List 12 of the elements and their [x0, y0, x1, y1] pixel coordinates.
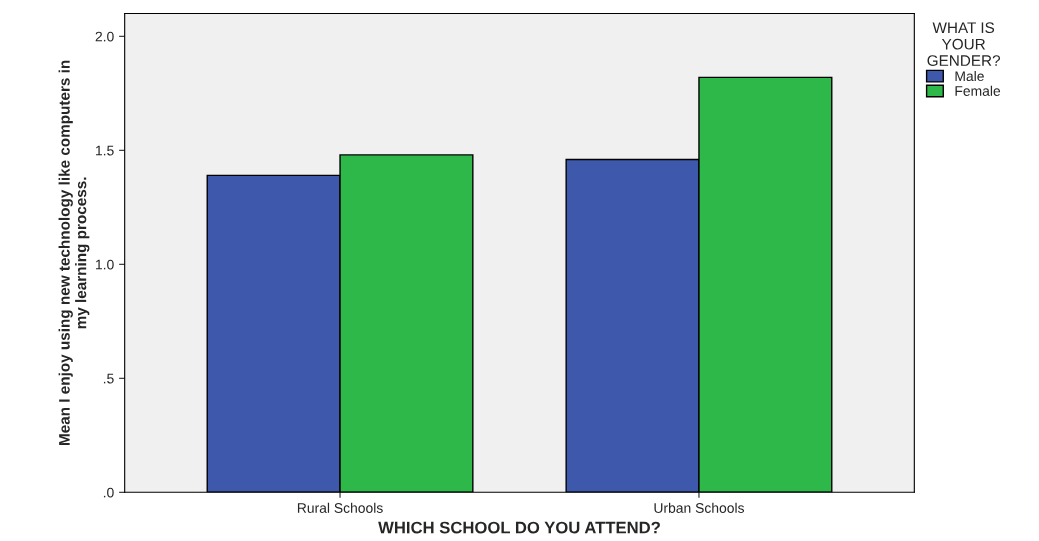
legend-label: Male [955, 70, 984, 82]
y-tick-label: 1.0 [96, 259, 114, 270]
legend-title: WHAT IS YOUR GENDER? [927, 22, 1001, 66]
x-tick-label: Rural Schools [297, 502, 383, 513]
y-tick-label: 1.5 [96, 145, 114, 156]
legend-label: Female [955, 85, 1001, 96]
y-tick-label: .5 [103, 373, 114, 384]
x-axis-title: WHICH SCHOOL DO YOU ATTEND? [378, 521, 660, 534]
y-tick-label: .0 [103, 487, 114, 498]
y-tick-label: 2.0 [95, 31, 114, 42]
x-tick-label: Urban Schools [654, 502, 745, 513]
y-axis-title: Mean I enjoy using new technology like computers in my learning process. [58, 60, 90, 446]
